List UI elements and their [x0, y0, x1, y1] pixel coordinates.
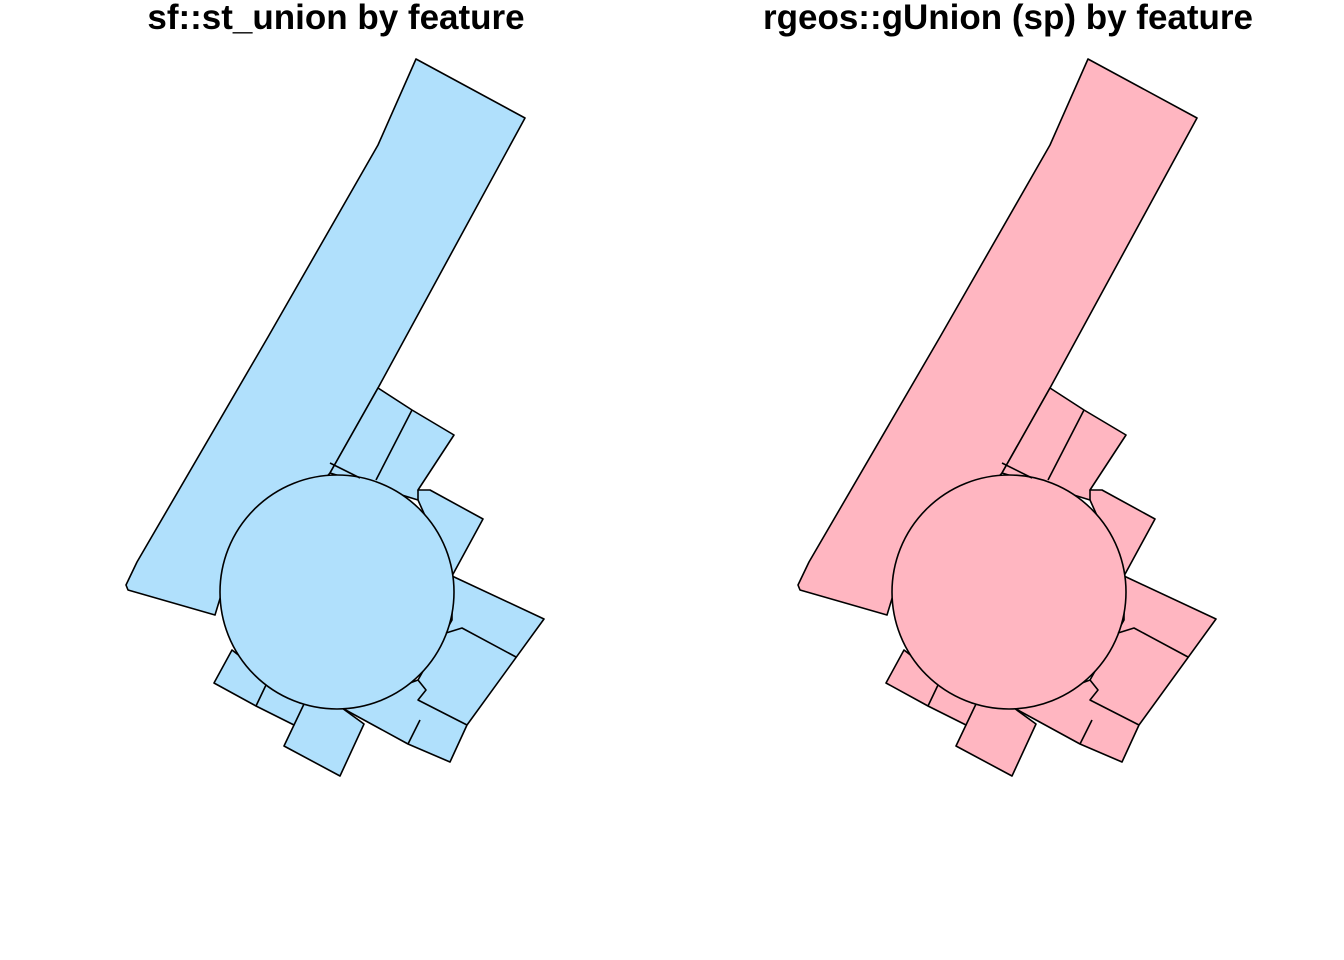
- panel-title: rgeos::gUnion (sp) by feature: [762, 0, 1254, 37]
- union-map: [797, 58, 1217, 777]
- long-rectangle-feature: [797, 58, 1198, 616]
- boundary-line: [927, 684, 939, 707]
- internal-boundaries: [255, 409, 517, 745]
- boundary-line: [329, 462, 361, 479]
- panel-title: sf::st_union by feature: [147, 0, 525, 37]
- boundary-line: [1047, 409, 1085, 481]
- boundary-line: [293, 703, 305, 726]
- boundary-line: [375, 409, 413, 481]
- union-shapes: [125, 58, 545, 777]
- circle-feature: [219, 474, 455, 710]
- boundary-line: [1117, 627, 1189, 658]
- boundary-line: [1079, 719, 1093, 745]
- union-map: [125, 58, 545, 777]
- boundary-line: [255, 684, 267, 707]
- plot-panel-left: sf::st_union by feature: [125, 0, 545, 777]
- union-shapes: [797, 58, 1217, 777]
- plot-panel-right: rgeos::gUnion (sp) by feature: [672, 0, 1344, 960]
- circle-feature: [891, 474, 1127, 710]
- boundary-line: [417, 679, 468, 726]
- boundary-line: [1089, 679, 1140, 726]
- boundary-line: [965, 703, 977, 726]
- boundary-line: [1001, 462, 1033, 479]
- boundary-line: [445, 627, 517, 658]
- long-rectangle-feature: [125, 58, 526, 616]
- internal-boundaries: [927, 409, 1189, 745]
- boundary-line: [407, 719, 421, 745]
